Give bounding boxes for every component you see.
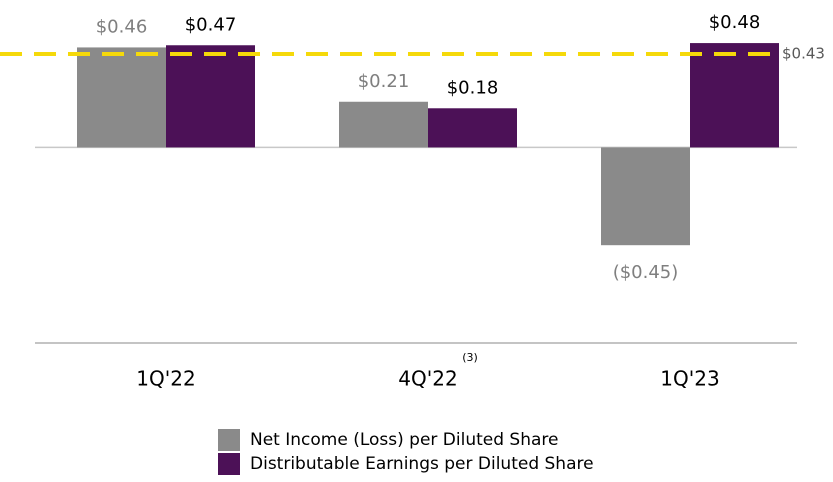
category-note: (3) [462, 351, 478, 364]
legend-label: Distributable Earnings per Diluted Share [250, 454, 594, 474]
bar [77, 47, 166, 148]
bar [601, 147, 690, 246]
x-tick-label: 4Q'22 [398, 367, 457, 391]
value-label: $0.47 [185, 14, 237, 35]
value-label: $0.21 [358, 71, 410, 92]
reference-label: $0.43 [782, 44, 825, 62]
bar [428, 108, 517, 148]
value-label: $0.48 [709, 12, 761, 33]
x-tick-label: 1Q'23 [660, 367, 719, 391]
bar [339, 101, 428, 148]
value-label: $0.46 [96, 16, 148, 37]
value-label: $0.18 [447, 77, 499, 98]
bar [690, 43, 779, 148]
bar [166, 45, 255, 148]
legend-swatch [218, 429, 240, 451]
legend-label: Net Income (Loss) per Diluted Share [250, 430, 559, 450]
value-label: ($0.45) [613, 262, 679, 283]
legend-swatch [218, 453, 240, 475]
x-tick-label: 1Q'22 [136, 367, 195, 391]
